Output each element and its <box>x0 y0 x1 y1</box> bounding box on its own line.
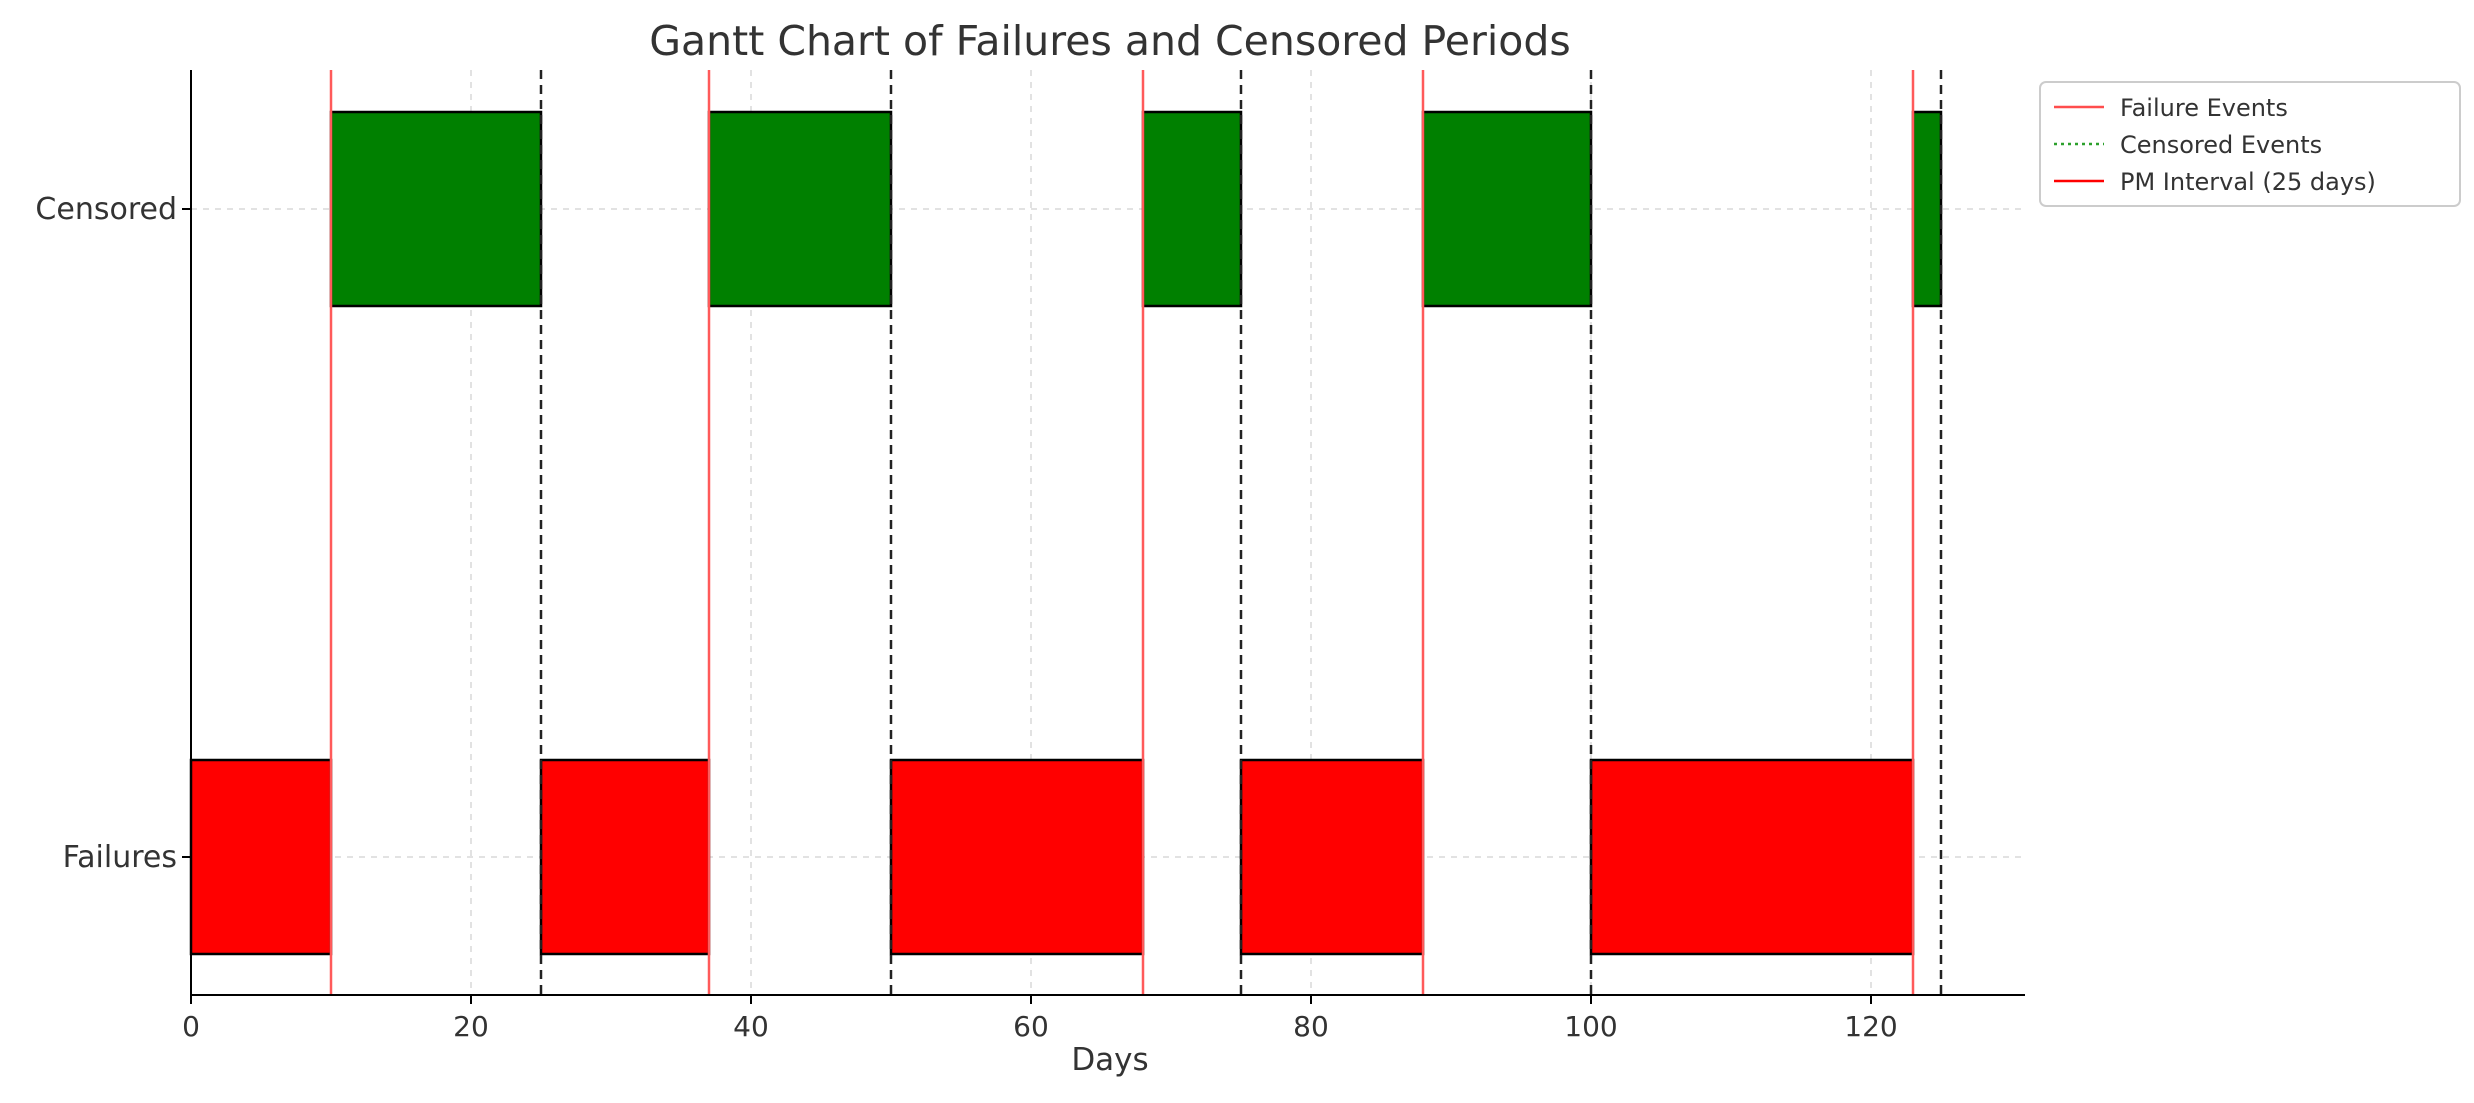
y-tick-label: Failures <box>63 840 177 875</box>
x-tick-label: 80 <box>1293 1010 1329 1043</box>
failures-bar <box>1589 758 1915 956</box>
x-tick-label: 100 <box>1564 1010 1617 1043</box>
x-tick-label: 20 <box>453 1010 489 1043</box>
x-tick-label: 0 <box>182 1010 200 1043</box>
censored-bar <box>1911 110 1943 308</box>
x-axis-label: Days <box>1071 1042 1148 1078</box>
event-lines <box>329 70 1943 995</box>
failures-bar <box>1239 758 1425 956</box>
x-tick-label: 40 <box>733 1010 769 1043</box>
censored-bar <box>329 110 543 308</box>
legend-label: Censored Events <box>2120 131 2322 159</box>
censored-bar <box>707 110 893 308</box>
failures-bar <box>539 758 711 956</box>
axes: 0 20 40 60 80 100 120 Failures Censored <box>35 70 2025 1043</box>
chart-title: Gantt Chart of Failures and Censored Per… <box>649 17 1571 65</box>
y-tick-label: Censored <box>35 192 177 227</box>
censored-bar <box>1421 110 1593 308</box>
legend-label: PM Interval (25 days) <box>2120 168 2376 196</box>
bars-group <box>189 110 1943 956</box>
censored-bar <box>1141 110 1243 308</box>
failures-bar <box>189 758 333 956</box>
x-tick-label: 60 <box>1013 1010 1049 1043</box>
legend-label: Failure Events <box>2120 94 2288 122</box>
x-tick-label: 120 <box>1844 1010 1897 1043</box>
failures-bar <box>889 758 1145 956</box>
legend: Failure Events Censored Events PM Interval… <box>2039 81 2461 207</box>
legend-box <box>2039 81 2461 207</box>
